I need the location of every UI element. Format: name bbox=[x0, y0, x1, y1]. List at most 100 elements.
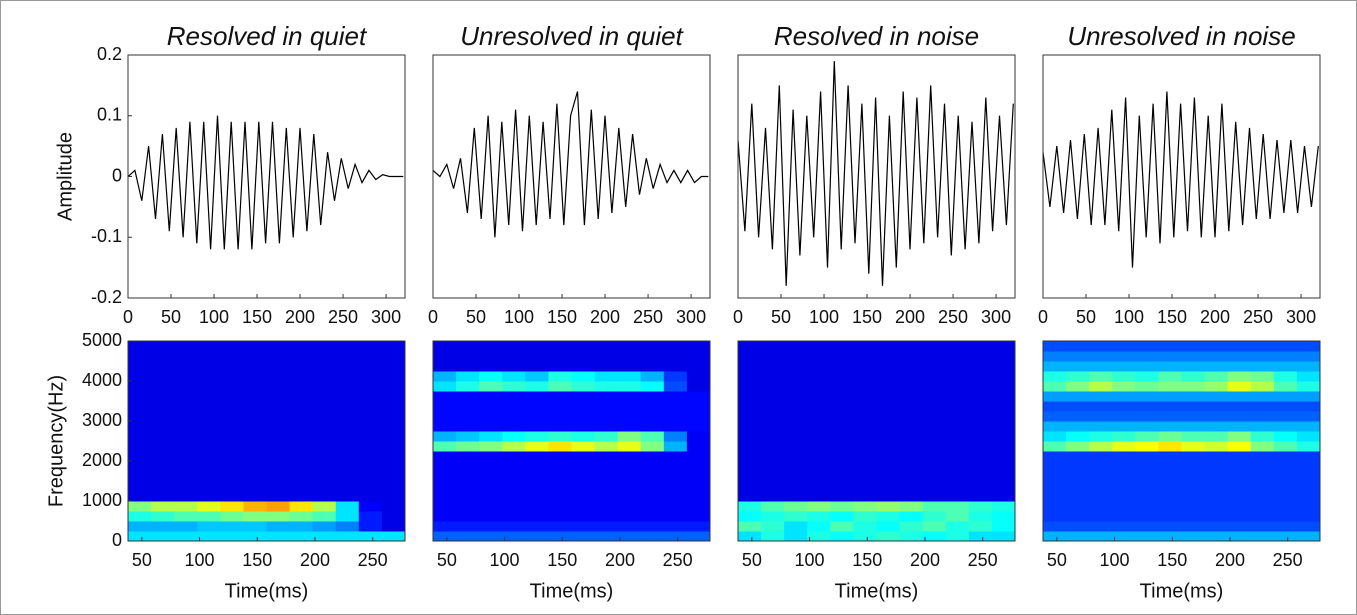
plot-area bbox=[1043, 91, 1319, 268]
heat-cell bbox=[1066, 531, 1090, 541]
heat-cell bbox=[243, 401, 267, 412]
heat-cell bbox=[1158, 451, 1182, 462]
heat-cell bbox=[945, 411, 970, 422]
heat-cell bbox=[335, 471, 360, 482]
heat-cell bbox=[174, 491, 198, 502]
heat-cell bbox=[1273, 401, 1298, 412]
heat-cell bbox=[197, 531, 221, 541]
heat-cell bbox=[312, 351, 337, 362]
heat-cell bbox=[243, 391, 267, 402]
heat-cell bbox=[335, 401, 360, 412]
heat-cell bbox=[640, 341, 665, 352]
heat-cell bbox=[220, 481, 244, 492]
heat-cell bbox=[617, 531, 642, 541]
heat-cell bbox=[1158, 441, 1182, 452]
heat-cell bbox=[548, 491, 572, 502]
heat-cell bbox=[1089, 461, 1113, 472]
heat-cell bbox=[617, 431, 642, 442]
heat-cell bbox=[1296, 421, 1320, 432]
x-axis-label: Time(ms) bbox=[1140, 580, 1224, 602]
heat-cell bbox=[1135, 371, 1159, 382]
heat-cell bbox=[1273, 341, 1298, 352]
heat-cell bbox=[617, 511, 642, 522]
x-tick-label: 100 bbox=[1114, 307, 1144, 327]
heat-cell bbox=[151, 421, 175, 432]
heat-cell bbox=[1135, 491, 1159, 502]
x-tick-label: 100 bbox=[185, 550, 215, 570]
heat-cell bbox=[617, 371, 642, 382]
plot-frame bbox=[127, 340, 406, 542]
x-tick-label: 50 bbox=[771, 307, 791, 327]
heat-cell bbox=[525, 391, 549, 402]
heat-cell bbox=[151, 441, 175, 452]
heat-cell bbox=[312, 341, 337, 352]
heat-cell bbox=[220, 531, 244, 541]
x-tick-label: 300 bbox=[981, 307, 1011, 327]
heat-cell bbox=[266, 531, 291, 541]
heat-cell bbox=[686, 411, 710, 422]
heat-cell bbox=[571, 351, 596, 362]
heat-cell bbox=[1043, 511, 1067, 522]
heat-cell bbox=[663, 481, 688, 492]
heat-cell bbox=[1204, 471, 1229, 482]
heat-cell bbox=[433, 401, 457, 412]
heat-cell bbox=[1204, 451, 1229, 462]
heat-cell bbox=[312, 521, 337, 532]
x-tick-label: 150 bbox=[242, 307, 272, 327]
heat-cell bbox=[312, 371, 337, 382]
heat-cell bbox=[991, 491, 1015, 502]
heat-cell bbox=[784, 461, 808, 472]
heat-cell bbox=[381, 371, 405, 382]
heat-cell bbox=[1273, 441, 1298, 452]
heat-cell bbox=[594, 471, 619, 482]
heat-cell bbox=[1089, 401, 1113, 412]
heat-cell bbox=[289, 381, 314, 392]
y-tick-label: 0 bbox=[112, 165, 122, 185]
heat-cell bbox=[1250, 461, 1275, 472]
heat-cell bbox=[1181, 451, 1206, 462]
heat-cell bbox=[640, 421, 665, 432]
heat-cell bbox=[853, 461, 877, 472]
heat-cell bbox=[128, 501, 152, 512]
heat-cell bbox=[243, 461, 267, 472]
heat-cell bbox=[1250, 411, 1275, 422]
heat-cell bbox=[381, 341, 405, 352]
heat-cell bbox=[1158, 391, 1182, 402]
heat-cell bbox=[128, 371, 152, 382]
heat-cell bbox=[197, 361, 221, 372]
y-tick-label: 0 bbox=[112, 530, 122, 550]
heat-cell bbox=[617, 491, 642, 502]
heat-cell bbox=[945, 481, 970, 492]
heat-cell bbox=[594, 491, 619, 502]
heat-cell bbox=[433, 371, 457, 382]
heat-cell bbox=[830, 511, 854, 522]
heat-cell bbox=[335, 381, 360, 392]
heat-cell bbox=[899, 441, 924, 452]
heat-cell bbox=[1112, 471, 1136, 482]
heat-cell bbox=[548, 341, 572, 352]
heat-cell bbox=[922, 431, 947, 442]
heat-cell bbox=[922, 441, 947, 452]
heat-cell bbox=[548, 421, 572, 432]
heat-cell bbox=[1181, 491, 1206, 502]
heat-cell bbox=[922, 391, 947, 402]
heat-cell bbox=[289, 531, 314, 541]
heat-cell bbox=[220, 421, 244, 432]
heat-cell bbox=[945, 401, 970, 412]
heat-cell bbox=[1158, 361, 1182, 372]
heat-cell bbox=[1181, 461, 1206, 472]
heat-cell bbox=[1066, 481, 1090, 492]
heat-cell bbox=[663, 501, 688, 512]
heat-cell bbox=[830, 371, 854, 382]
heat-cell bbox=[456, 351, 480, 362]
heat-cell bbox=[358, 401, 383, 412]
heat-cell bbox=[1158, 511, 1182, 522]
heat-cell bbox=[289, 521, 314, 532]
heat-cell bbox=[991, 471, 1015, 482]
heat-cell bbox=[220, 341, 244, 352]
heat-cell bbox=[738, 511, 762, 522]
x-tick-label: 50 bbox=[437, 550, 457, 570]
heat-cell bbox=[381, 451, 405, 462]
heat-cell bbox=[1204, 371, 1229, 382]
heat-cell bbox=[640, 521, 665, 532]
